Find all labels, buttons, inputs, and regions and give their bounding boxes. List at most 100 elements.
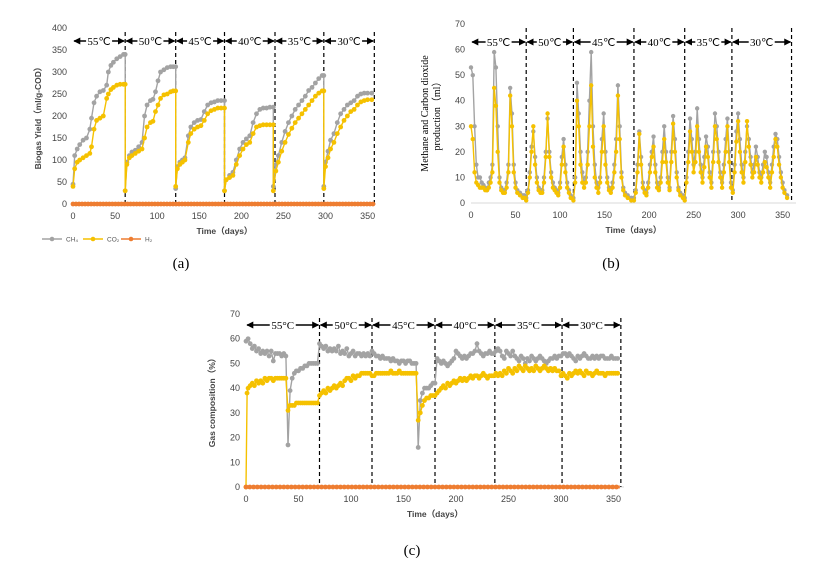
- data-point: [493, 103, 499, 109]
- x-tick-label: 250: [686, 210, 701, 220]
- data-point: [398, 484, 404, 490]
- data-point: [538, 484, 544, 490]
- data-point: [615, 356, 621, 361]
- data-point: [739, 170, 744, 175]
- y-axis-title-line1: Methane and Carbon dioxide: [420, 55, 431, 172]
- data-point: [222, 188, 227, 194]
- data-point: [273, 168, 279, 174]
- data-point: [508, 484, 513, 490]
- data-point: [462, 484, 468, 490]
- data-point: [331, 140, 337, 145]
- data-point: [531, 124, 536, 129]
- data-point: [198, 123, 204, 129]
- data-point: [122, 81, 128, 87]
- data-point: [282, 140, 288, 145]
- data-point: [237, 146, 243, 152]
- data-point: [534, 180, 540, 185]
- data-point: [585, 162, 590, 167]
- data-point: [755, 162, 760, 167]
- phase-label-bg: [485, 34, 512, 47]
- data-point: [144, 102, 150, 108]
- data-point: [682, 198, 687, 203]
- data-point: [568, 484, 574, 490]
- data-point: [684, 180, 689, 185]
- series-CH₄: [70, 52, 375, 194]
- legend-entry: CO₂: [107, 237, 120, 244]
- data-point: [515, 484, 521, 490]
- data-point: [576, 484, 582, 490]
- x-tick-label: 250: [501, 494, 516, 504]
- data-point: [351, 107, 357, 112]
- data-point: [500, 484, 506, 490]
- data-point: [372, 484, 377, 490]
- data-point: [443, 484, 449, 490]
- data-point: [504, 185, 509, 190]
- data-point: [766, 175, 771, 180]
- y-axis-title: Biogas Yield（ml/g-COD）: [33, 63, 43, 170]
- data-point: [753, 144, 759, 149]
- data-point: [91, 126, 97, 132]
- phase-label-bg: [86, 33, 113, 46]
- data-point: [413, 361, 419, 366]
- data-point: [459, 484, 464, 490]
- data-point: [243, 136, 249, 142]
- data-point: [240, 146, 246, 152]
- data-point: [527, 484, 532, 490]
- data-point: [174, 166, 180, 172]
- data-point: [289, 113, 295, 119]
- data-point: [561, 136, 566, 142]
- data-point: [89, 115, 94, 121]
- chart-a: 0 50 100 150 200 250 300 350 400 0 50 100 150 200 250 3…: [33, 23, 376, 272]
- data-point: [660, 159, 665, 165]
- y-tick-label: 40: [455, 96, 465, 106]
- data-point: [574, 80, 580, 86]
- panel-label: (b): [602, 256, 620, 272]
- data-point: [387, 484, 393, 490]
- phase-label-bg: [286, 33, 313, 46]
- data-point: [72, 166, 78, 172]
- data-point: [530, 484, 536, 490]
- data-point: [694, 124, 700, 129]
- data-point: [345, 484, 351, 490]
- data-point: [689, 149, 695, 155]
- x-tick-label: 200: [234, 211, 249, 221]
- data-point: [254, 111, 259, 117]
- phase-label-bg: [187, 33, 214, 46]
- data-point: [694, 106, 700, 111]
- data-point: [266, 484, 272, 490]
- data-point: [455, 484, 461, 490]
- data-point: [292, 120, 298, 125]
- data-point: [313, 80, 318, 86]
- x-tick-label: 300: [318, 211, 333, 221]
- data-point: [491, 85, 497, 91]
- data-point: [230, 173, 236, 178]
- x-tick-label: 50: [110, 211, 120, 221]
- x-tick-label: 350: [775, 210, 790, 220]
- data-point: [304, 484, 309, 490]
- data-point: [507, 93, 513, 98]
- data-point: [703, 134, 709, 139]
- phase-label: 50℃: [139, 36, 162, 48]
- data-point: [769, 170, 775, 175]
- phase-label: 35℃: [288, 36, 311, 48]
- phase-label-bg: [695, 34, 722, 47]
- data-point: [663, 159, 669, 165]
- data-point: [771, 154, 776, 160]
- data-point: [417, 484, 423, 490]
- data-point: [321, 73, 327, 78]
- data-point: [578, 162, 583, 167]
- phase-label: 30°C: [580, 320, 603, 332]
- data-point: [625, 195, 630, 201]
- data-point: [507, 85, 513, 91]
- data-point: [662, 124, 667, 129]
- data-point: [485, 484, 491, 490]
- series-line: [72, 53, 372, 191]
- data-point: [100, 88, 106, 93]
- data-point: [201, 118, 207, 123]
- data-point: [302, 107, 308, 112]
- data-point: [589, 83, 594, 88]
- data-point: [222, 105, 227, 111]
- data-point: [330, 484, 336, 490]
- data-point: [369, 97, 375, 103]
- x-tick-label: 150: [192, 211, 207, 221]
